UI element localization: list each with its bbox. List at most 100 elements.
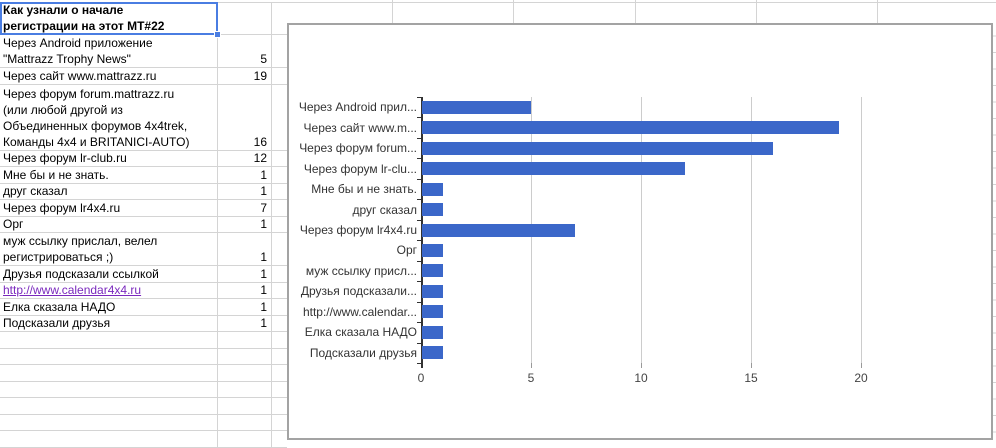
cell-B7[interactable]: 1 [218,183,272,199]
cell-B12[interactable]: 1 [218,282,272,298]
cell-text: муж ссылку прислал, велел регистрировать… [3,234,158,264]
category-label: друг сказал [352,202,417,217]
cell-A2[interactable]: Через Android приложение "Mattrazz Troph… [0,35,218,67]
bar-9[interactable] [422,264,443,278]
cell-B6[interactable]: 1 [218,167,272,183]
cell-text: Через Android приложение "Mattrazz Troph… [3,36,153,66]
cell-A18[interactable] [0,381,218,397]
x-axis-label: 5 [527,371,535,385]
cell-B14[interactable]: 1 [218,315,272,331]
bar-4[interactable] [422,162,685,176]
bar-1[interactable] [422,100,531,114]
cell-A19[interactable] [0,398,218,414]
cell-C4[interactable] [272,85,287,150]
cell-C11[interactable] [272,266,287,282]
hyperlink[interactable]: http://www.calendar4x4.ru [3,283,142,297]
cell-A15[interactable] [0,332,218,348]
cell-A12[interactable]: http://www.calendar4x4.ru [0,282,218,298]
cell-B11[interactable]: 1 [218,266,272,282]
bar-12[interactable] [422,325,443,339]
cell-C6[interactable] [272,167,287,183]
cell-B3[interactable]: 19 [218,68,272,84]
fill-handle[interactable] [214,31,221,38]
cell-A4[interactable]: Через форум forum.mattrazz.ru (или любой… [0,84,218,150]
cell-B20[interactable] [218,414,272,430]
cell-B15[interactable] [218,332,272,348]
category-label: Через форум forum... [299,141,417,156]
embedded-bar-chart[interactable]: 0 5 10 15 20 Через Android прил... Через сайт … [287,23,993,440]
cell-B9[interactable]: 1 [218,216,272,232]
bar-3[interactable] [422,141,773,155]
bar-11[interactable] [422,305,443,319]
cell-text: Через форум lr4x4.ru [3,200,121,215]
cell-C13[interactable] [272,299,287,315]
sheet-row-3: Через сайт www.mattrazz.ru 19 [0,68,287,85]
cell-A17[interactable] [0,365,218,381]
bar-13[interactable] [422,346,443,360]
cell-A3[interactable]: Через сайт www.mattrazz.ru [0,68,218,84]
cell-B2[interactable]: 5 [218,35,272,67]
cell-C19[interactable] [272,398,287,414]
cell-text: Как узнали о начале регистрации на этот … [3,3,165,33]
cell-C18[interactable] [272,382,287,398]
category-label: Через форум lr4x4.ru [299,223,417,237]
cell-B17[interactable] [218,365,272,381]
cell-C1[interactable] [272,2,287,34]
cell-A21[interactable] [0,431,218,447]
cell-C14[interactable] [272,316,287,332]
sheet-top-gridline [0,2,996,3]
cell-C8[interactable] [272,200,287,216]
cell-B5[interactable]: 12 [218,150,272,166]
category-label: Подсказали друзья [309,345,417,360]
x-axis-label: 20 [854,371,868,385]
cell-A20[interactable] [0,414,218,430]
cell-B16[interactable] [218,348,272,364]
cell-A5[interactable]: Через форум lr-club.ru [0,150,218,166]
bar-8[interactable] [422,243,443,257]
cell-A14[interactable]: Подсказали друзья [0,315,218,331]
bar-2[interactable] [422,121,839,135]
cell-A8[interactable]: Через форум lr4x4.ru [0,200,218,216]
cell-A9[interactable]: Орг [0,216,218,232]
bar-6[interactable] [422,203,443,217]
cell-C2[interactable] [272,35,287,67]
cell-C17[interactable] [272,365,287,381]
cell-C15[interactable] [272,332,287,348]
cell-C16[interactable] [272,349,287,365]
cell-C12[interactable] [272,283,287,299]
category-label: Мне бы и не знать. [311,182,417,197]
chart-gridline [861,97,862,363]
cell-A11[interactable]: Друзья подсказали ссылкой [0,266,218,282]
cell-B4[interactable]: 16 [218,84,272,150]
cell-B19[interactable] [218,398,272,414]
cell-C10[interactable] [272,233,287,265]
cell-C21[interactable] [272,431,287,447]
sheet-row-21 [0,431,287,448]
category-label: Через сайт www.m... [303,120,417,135]
cell-C7[interactable] [272,184,287,200]
x-axis-label: 10 [634,371,648,385]
cell-B18[interactable] [218,381,272,397]
sheet-row-16 [0,348,287,365]
cell-A6[interactable]: Мне бы и не знать. [0,167,218,183]
cell-A10[interactable]: муж ссылку прислал, велел регистрировать… [0,233,218,265]
cell-A16[interactable] [0,348,218,364]
cell-text: Подсказали друзья [3,316,111,330]
bar-7[interactable] [422,223,575,237]
cell-B13[interactable]: 1 [218,299,272,315]
cell-B8[interactable]: 7 [218,200,272,216]
cell-A1[interactable]: Как узнали о начале регистрации на этот … [0,2,218,34]
cell-C20[interactable] [272,415,287,431]
cell-B10[interactable]: 1 [218,233,272,265]
sheet-row-13: Елка сказала НАДО 1 [0,299,287,316]
cell-B21[interactable] [218,431,272,447]
cell-B1[interactable] [218,2,272,34]
cell-A7[interactable]: друг сказал [0,183,218,199]
bar-10[interactable] [422,284,443,298]
cell-C9[interactable] [272,217,287,233]
bar-5[interactable] [422,182,443,196]
cell-C3[interactable] [272,68,287,84]
cell-C5[interactable] [272,151,287,167]
cell-text: Елка сказала НАДО [3,299,116,314]
cell-A13[interactable]: Елка сказала НАДО [0,299,218,315]
